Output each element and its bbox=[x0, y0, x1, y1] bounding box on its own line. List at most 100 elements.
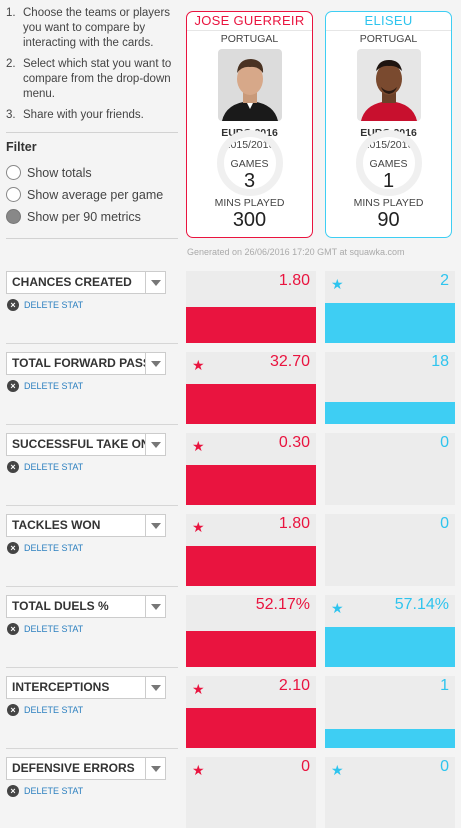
player-1-stat-value: 1.80 bbox=[278, 272, 310, 289]
delete-stat-button[interactable]: × DELETE STAT bbox=[7, 704, 83, 716]
chevron-down-icon[interactable] bbox=[145, 434, 165, 455]
stat-row: TOTAL DUELS % × DELETE STAT 52.17% ★ 57.14% bbox=[0, 595, 461, 676]
player-2-stat-panel: 1 bbox=[325, 676, 455, 748]
player-2-stat-value: 57.14% bbox=[394, 596, 449, 613]
instruction-item: 3. Share with your friends. bbox=[6, 109, 144, 121]
close-icon: × bbox=[7, 704, 19, 716]
stat-select-dropdown[interactable]: DEFENSIVE ERRORS bbox=[6, 757, 166, 780]
close-icon: × bbox=[7, 299, 19, 311]
instructions-list: 1. Choose the teams or players you want t… bbox=[6, 6, 178, 129]
player-1-stat-panel: ★ 1.80 bbox=[186, 514, 316, 586]
stat-select-dropdown[interactable]: TACKLES WON bbox=[6, 514, 166, 537]
stat-select-dropdown[interactable]: SUCCESSFUL TAKE ONS bbox=[6, 433, 166, 456]
filter-option-totals[interactable]: Show totals bbox=[6, 165, 92, 180]
player-card-1[interactable]: JOSE GUERREIR PORTUGAL EURO 2016 2015/20… bbox=[186, 11, 313, 238]
stat-select-dropdown[interactable]: INTERCEPTIONS bbox=[6, 676, 166, 699]
delete-stat-label: DELETE STAT bbox=[24, 786, 84, 796]
player-1-stat-value: 1.80 bbox=[278, 515, 310, 532]
player-2-stat-value: 1 bbox=[440, 677, 449, 694]
player-2-stat-panel: ★ 2 bbox=[325, 271, 455, 343]
instruction-item: 1. Choose the teams or players you want t… bbox=[6, 7, 171, 49]
player-1-stat-bar bbox=[186, 384, 316, 424]
stat-select-dropdown[interactable]: TOTAL DUELS % bbox=[6, 595, 166, 618]
divider bbox=[6, 238, 178, 239]
stat-row: CHANCES CREATED × DELETE STAT 1.80 ★ 2 bbox=[0, 271, 461, 352]
squawka-watermark-icon bbox=[217, 130, 283, 196]
star-icon: ★ bbox=[331, 600, 344, 616]
star-icon: ★ bbox=[331, 762, 344, 778]
player-1-stat-value: 52.17% bbox=[255, 596, 310, 613]
player-1-stat-panel: ★ 0.30 bbox=[186, 433, 316, 505]
player-2-stat-panel: ★ 0 bbox=[325, 757, 455, 828]
radio-button[interactable] bbox=[6, 165, 21, 180]
stat-select-dropdown[interactable]: TOTAL FORWARD PASSES bbox=[6, 352, 166, 375]
filter-option-per90[interactable]: Show per 90 metrics bbox=[6, 209, 141, 224]
divider bbox=[6, 667, 178, 668]
player-2-stat-bar bbox=[325, 402, 455, 424]
stat-select-label: DEFENSIVE ERRORS bbox=[12, 761, 135, 775]
chevron-down-icon[interactable] bbox=[145, 515, 165, 536]
delete-stat-button[interactable]: × DELETE STAT bbox=[7, 461, 83, 473]
player-2-stat-value: 2 bbox=[440, 272, 449, 289]
radio-button-selected[interactable] bbox=[6, 209, 21, 224]
chevron-down-icon[interactable] bbox=[145, 353, 165, 374]
delete-stat-label: DELETE STAT bbox=[24, 462, 84, 472]
stat-row: INTERCEPTIONS × DELETE STAT ★ 2.10 1 bbox=[0, 676, 461, 757]
player-photo bbox=[356, 49, 421, 121]
delete-stat-button[interactable]: × DELETE STAT bbox=[7, 623, 83, 635]
player-2-stat-value: 0 bbox=[440, 758, 449, 775]
mins-played-label: MINS PLAYED bbox=[353, 197, 424, 209]
delete-stat-button[interactable]: × DELETE STAT bbox=[7, 542, 83, 554]
generated-note: Generated on 26/06/2016 17:20 GMT at squ… bbox=[187, 247, 405, 257]
stat-row: SUCCESSFUL TAKE ONS × DELETE STAT ★ 0.30 0 bbox=[0, 433, 461, 514]
mins-played-value: 300 bbox=[232, 209, 267, 231]
stat-select-label: INTERCEPTIONS bbox=[12, 680, 110, 694]
player-1-stat-panel: ★ 2.10 bbox=[186, 676, 316, 748]
divider bbox=[6, 424, 178, 425]
player-2-stat-value: 0 bbox=[440, 515, 449, 532]
player-1-stat-value: 2.10 bbox=[278, 677, 310, 694]
player-2-stat-bar bbox=[325, 303, 455, 343]
mins-played-label: MINS PLAYED bbox=[214, 197, 285, 209]
radio-button[interactable] bbox=[6, 187, 21, 202]
star-icon: ★ bbox=[331, 276, 344, 292]
delete-stat-label: DELETE STAT bbox=[24, 300, 84, 310]
chevron-down-icon[interactable] bbox=[145, 758, 165, 779]
player-1-stat-value: 32.70 bbox=[269, 353, 310, 370]
divider bbox=[6, 132, 178, 133]
player-1-stat-value: 0 bbox=[301, 758, 310, 775]
close-icon: × bbox=[7, 785, 19, 797]
chevron-down-icon[interactable] bbox=[145, 596, 165, 617]
instruction-item: 2. Select which stat you want to compare … bbox=[6, 58, 172, 100]
stat-select-dropdown[interactable]: CHANCES CREATED bbox=[6, 271, 166, 294]
player-name: JOSE GUERREIR bbox=[187, 12, 312, 31]
stat-select-label: TOTAL DUELS % bbox=[12, 599, 109, 613]
player-1-stat-panel: ★ 0 bbox=[186, 757, 316, 828]
star-icon: ★ bbox=[192, 681, 205, 697]
player-1-stat-bar bbox=[186, 465, 316, 505]
stat-row: DEFENSIVE ERRORS × DELETE STAT ★ 0 ★ 0 bbox=[0, 757, 461, 828]
star-icon: ★ bbox=[192, 357, 205, 373]
delete-stat-label: DELETE STAT bbox=[24, 543, 84, 553]
delete-stat-button[interactable]: × DELETE STAT bbox=[7, 299, 83, 311]
delete-stat-button[interactable]: × DELETE STAT bbox=[7, 380, 83, 392]
player-1-stat-bar bbox=[186, 708, 316, 748]
player-2-stat-panel: 0 bbox=[325, 433, 455, 505]
stat-row: TACKLES WON × DELETE STAT ★ 1.80 0 bbox=[0, 514, 461, 595]
player-1-stat-bar bbox=[186, 307, 316, 343]
chevron-down-icon[interactable] bbox=[145, 272, 165, 293]
star-icon: ★ bbox=[192, 438, 205, 454]
chevron-down-icon[interactable] bbox=[145, 677, 165, 698]
close-icon: × bbox=[7, 461, 19, 473]
divider bbox=[6, 505, 178, 506]
filter-option-average[interactable]: Show average per game bbox=[6, 187, 163, 202]
player-country: PORTUGAL bbox=[220, 33, 279, 45]
player-1-stat-value: 0.30 bbox=[278, 434, 310, 451]
player-1-stat-panel: ★ 32.70 bbox=[186, 352, 316, 424]
stat-select-label: TOTAL FORWARD PASSES bbox=[12, 356, 166, 370]
player-2-stat-bar bbox=[325, 627, 455, 667]
player-2-stat-value: 0 bbox=[440, 434, 449, 451]
player-card-2[interactable]: ELISEU PORTUGAL EURO 2016 2015/2016 GAME… bbox=[325, 11, 452, 238]
delete-stat-button[interactable]: × DELETE STAT bbox=[7, 785, 83, 797]
player-1-stat-panel: 52.17% bbox=[186, 595, 316, 667]
